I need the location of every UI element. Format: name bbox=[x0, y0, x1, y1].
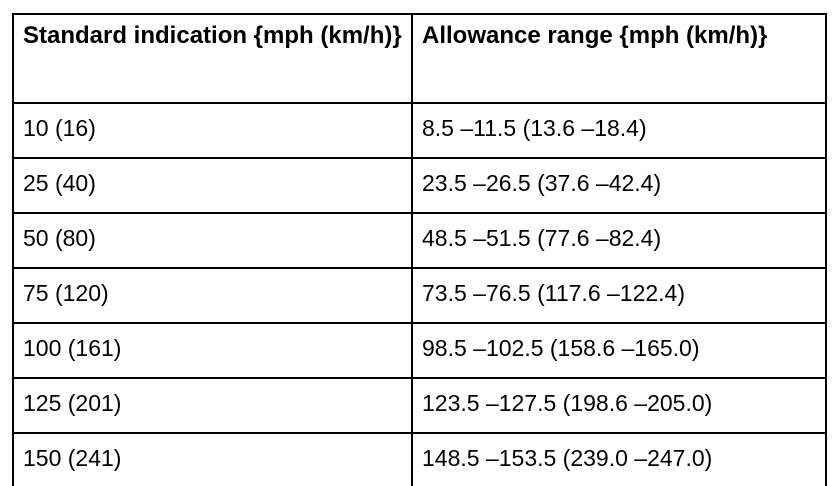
table-row: 25 (40) 23.5 –26.5 (37.6 –42.4) bbox=[12, 157, 827, 214]
table-row: 50 (80) 48.5 –51.5 (77.6 –82.4) bbox=[12, 212, 827, 269]
standard-indication-cell: 10 (16) bbox=[12, 102, 413, 159]
allowance-range-cell: 48.5 –51.5 (77.6 –82.4) bbox=[411, 212, 827, 269]
standard-indication-cell: 150 (241) bbox=[12, 432, 413, 486]
allowance-range-cell: 98.5 –102.5 (158.6 –165.0) bbox=[411, 322, 827, 379]
table-row: 100 (161) 98.5 –102.5 (158.6 –165.0) bbox=[12, 322, 827, 379]
allowance-range-cell: 73.5 –76.5 (117.6 –122.4) bbox=[411, 267, 827, 324]
standard-indication-cell: 50 (80) bbox=[12, 212, 413, 269]
standard-indication-cell: 25 (40) bbox=[12, 157, 413, 214]
table-header: Standard indication {mph (km/h)} Allowan… bbox=[12, 13, 827, 104]
table-row: 10 (16) 8.5 –11.5 (13.6 –18.4) bbox=[12, 102, 827, 159]
speed-allowance-table: Standard indication {mph (km/h)} Allowan… bbox=[12, 13, 827, 486]
header-row: Standard indication {mph (km/h)} Allowan… bbox=[12, 13, 827, 104]
table-body: 10 (16) 8.5 –11.5 (13.6 –18.4) 25 (40) 2… bbox=[12, 102, 827, 486]
allowance-range-cell: 123.5 –127.5 (198.6 –205.0) bbox=[411, 377, 827, 434]
table-row: 150 (241) 148.5 –153.5 (239.0 –247.0) bbox=[12, 432, 827, 486]
allowance-range-cell: 148.5 –153.5 (239.0 –247.0) bbox=[411, 432, 827, 486]
standard-indication-cell: 75 (120) bbox=[12, 267, 413, 324]
column-header-allowance-range: Allowance range {mph (km/h)} bbox=[411, 13, 827, 104]
allowance-range-cell: 23.5 –26.5 (37.6 –42.4) bbox=[411, 157, 827, 214]
standard-indication-cell: 100 (161) bbox=[12, 322, 413, 379]
speed-allowance-table-container: Standard indication {mph (km/h)} Allowan… bbox=[12, 13, 827, 486]
allowance-range-cell: 8.5 –11.5 (13.6 –18.4) bbox=[411, 102, 827, 159]
column-header-standard-indication: Standard indication {mph (km/h)} bbox=[12, 13, 413, 104]
table-row: 75 (120) 73.5 –76.5 (117.6 –122.4) bbox=[12, 267, 827, 324]
standard-indication-cell: 125 (201) bbox=[12, 377, 413, 434]
table-row: 125 (201) 123.5 –127.5 (198.6 –205.0) bbox=[12, 377, 827, 434]
